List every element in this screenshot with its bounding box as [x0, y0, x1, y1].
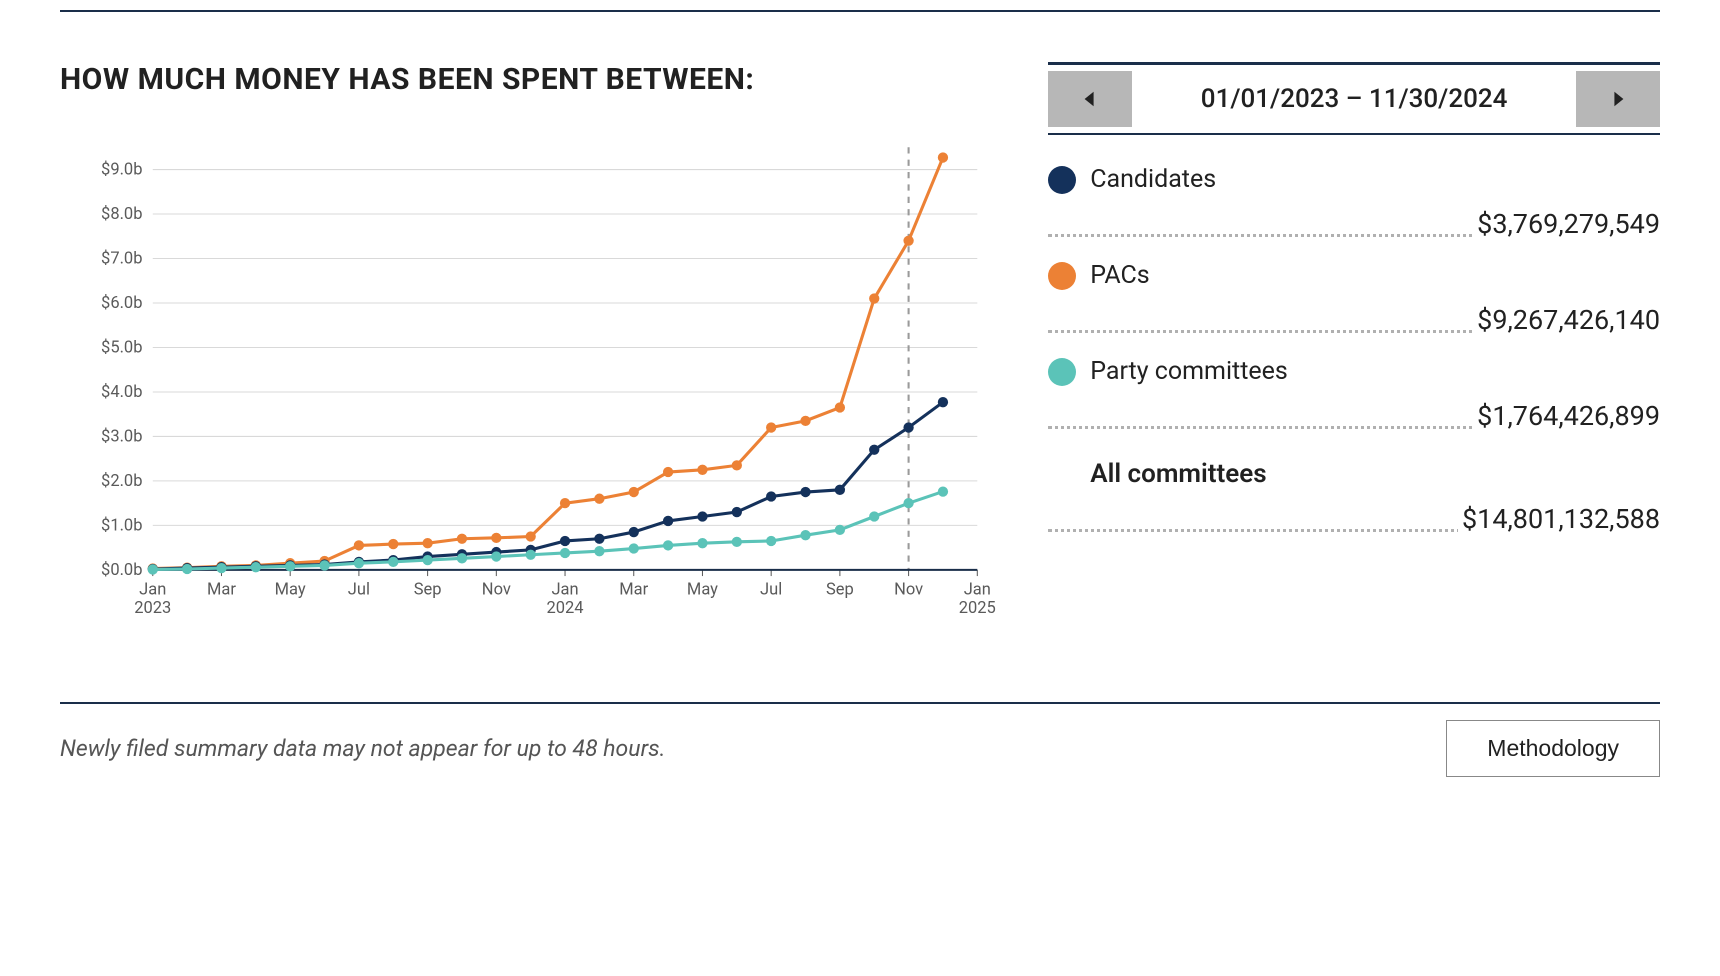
svg-text:$0.0b: $0.0b [101, 561, 142, 580]
legend-item-candidates[interactable]: Candidates $3,769,279,549 [1048, 165, 1660, 243]
svg-text:$8.0b: $8.0b [101, 205, 142, 224]
legend-dot [1048, 262, 1076, 290]
legend-label: Candidates [1090, 165, 1216, 194]
legend-item-pacs[interactable]: PACs $9,267,426,140 [1048, 261, 1660, 339]
legend-list: Candidates $3,769,279,549 PACs $9,267,42… [1048, 165, 1660, 538]
svg-text:Sep: Sep [826, 581, 854, 600]
footer-note: Newly filed summary data may not appear … [60, 735, 666, 762]
svg-text:Jan: Jan [551, 581, 578, 600]
legend-total-value: $14,801,132,588 [1458, 503, 1660, 535]
svg-text:$3.0b: $3.0b [101, 428, 142, 447]
svg-text:$1.0b: $1.0b [101, 517, 142, 536]
svg-text:2025: 2025 [959, 599, 996, 618]
chevron-left-icon [1081, 88, 1099, 110]
svg-text:Nov: Nov [482, 581, 511, 600]
svg-text:$7.0b: $7.0b [101, 250, 142, 269]
svg-text:Mar: Mar [207, 581, 236, 600]
legend-label: Party committees [1090, 357, 1288, 386]
svg-text:$5.0b: $5.0b [101, 339, 142, 358]
svg-text:Jan: Jan [139, 581, 166, 600]
legend-value: $3,769,279,549 [1473, 208, 1660, 240]
svg-text:Sep: Sep [414, 581, 442, 600]
legend-value: $9,267,426,140 [1473, 304, 1660, 336]
spending-chart: $0.0b $1.0b $2.0b $3.0b $4.0b $5.0b $6.0b $7.0b… [60, 137, 1008, 632]
chart-column: HOW MUCH MONEY HAS BEEN SPENT BETWEEN: $… [60, 62, 1008, 632]
svg-text:May: May [275, 581, 306, 600]
svg-text:$9.0b: $9.0b [101, 161, 142, 180]
svg-text:Mar: Mar [619, 581, 648, 600]
legend-dot [1048, 166, 1076, 194]
svg-text:2023: 2023 [134, 599, 171, 618]
date-range-text: 01/01/2023 – 11/30/2024 [1132, 84, 1576, 114]
svg-text:Jan: Jan [964, 581, 991, 600]
svg-text:$6.0b: $6.0b [101, 294, 142, 313]
legend-total-label: All committees [1048, 459, 1660, 489]
svg-text:2024: 2024 [547, 599, 584, 618]
svg-text:$4.0b: $4.0b [101, 383, 142, 402]
legend-label: PACs [1090, 261, 1149, 290]
chart-title: HOW MUCH MONEY HAS BEEN SPENT BETWEEN: [60, 62, 1008, 97]
main-content: HOW MUCH MONEY HAS BEEN SPENT BETWEEN: $… [60, 62, 1660, 632]
svg-text:Nov: Nov [894, 581, 923, 600]
methodology-button[interactable]: Methodology [1446, 720, 1660, 777]
svg-text:May: May [687, 581, 718, 600]
side-column: 01/01/2023 – 11/30/2024 Candidates $3,76… [1048, 62, 1660, 538]
legend-item-party[interactable]: Party committees $1,764,426,899 [1048, 357, 1660, 435]
legend-value: $1,764,426,899 [1473, 400, 1660, 432]
svg-text:$2.0b: $2.0b [101, 472, 142, 491]
svg-text:Jul: Jul [348, 581, 370, 600]
chevron-right-icon [1609, 88, 1627, 110]
legend-dot [1048, 358, 1076, 386]
next-button[interactable] [1576, 71, 1660, 127]
legend-item-all: All committees $14,801,132,588 [1048, 453, 1660, 538]
top-divider [60, 10, 1660, 12]
date-nav: 01/01/2023 – 11/30/2024 [1048, 62, 1660, 135]
svg-text:Jul: Jul [760, 581, 782, 600]
prev-button[interactable] [1048, 71, 1132, 127]
footer-row: Newly filed summary data may not appear … [60, 704, 1660, 777]
